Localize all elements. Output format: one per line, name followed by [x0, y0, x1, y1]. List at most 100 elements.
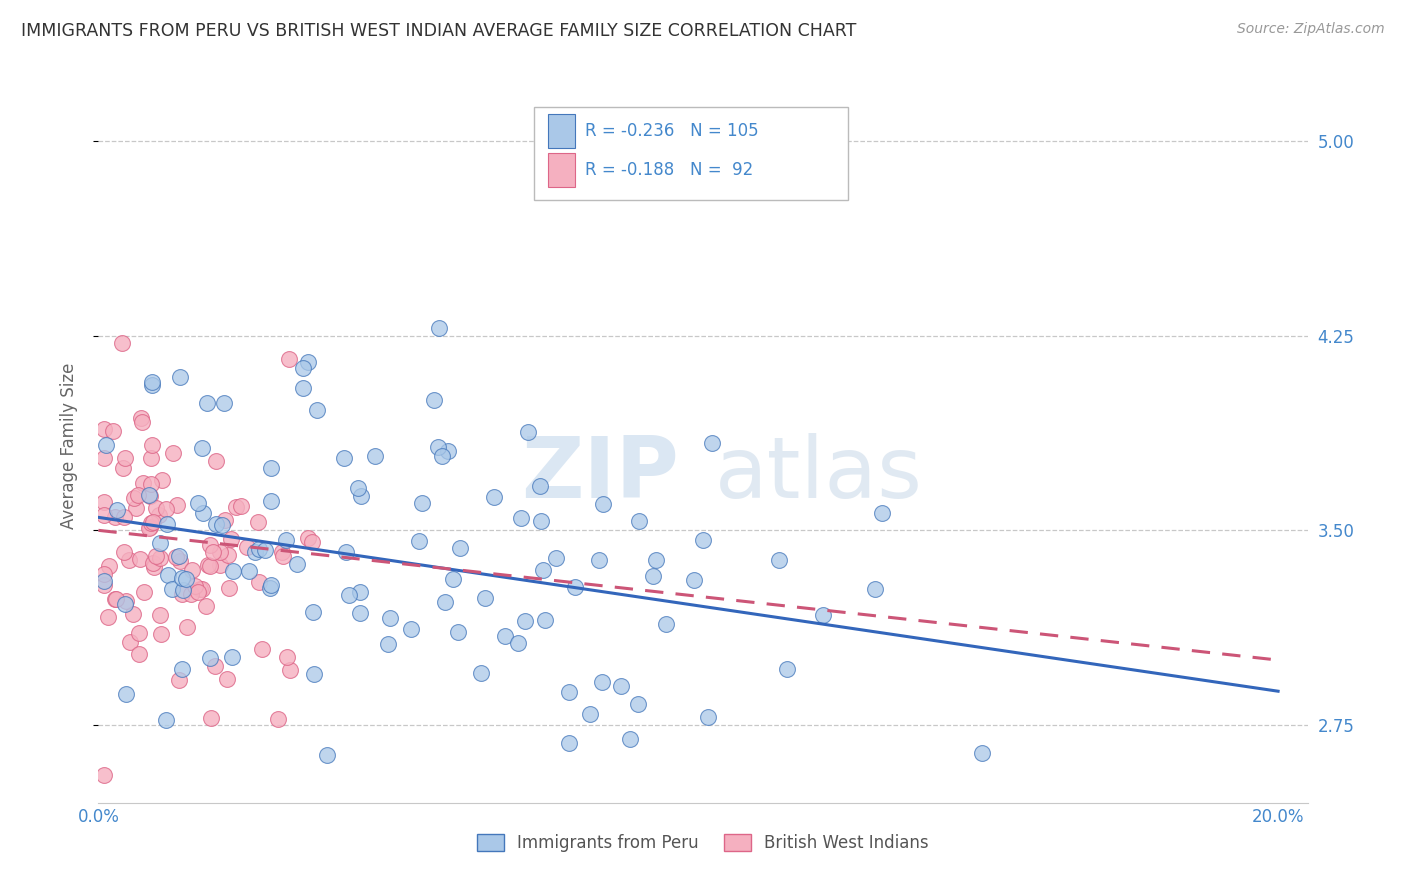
Point [131, 476, 153, 491]
Point [517, 425, 540, 439]
Point [364, 449, 387, 463]
Point [696, 710, 718, 724]
Point [174, 572, 197, 586]
Point [209, 558, 232, 573]
Point [129, 410, 152, 425]
Point [122, 491, 145, 505]
Point [170, 587, 193, 601]
Point [449, 541, 471, 555]
Point [641, 569, 664, 583]
Point [169, 554, 191, 568]
Point [349, 584, 371, 599]
Point [111, 336, 134, 351]
Bar [548, 114, 575, 148]
Point [380, 610, 402, 624]
Point [278, 663, 301, 677]
Point [768, 553, 790, 567]
Point [277, 352, 299, 367]
Point [139, 476, 162, 491]
Point [254, 543, 277, 558]
Point [93, 508, 115, 522]
Point [93, 450, 115, 465]
Point [250, 641, 273, 656]
Point [162, 446, 184, 460]
Point [564, 580, 586, 594]
Point [200, 538, 222, 552]
Point [121, 607, 143, 621]
Point [209, 545, 232, 559]
Point [332, 451, 354, 466]
Point [482, 490, 505, 504]
Point [430, 449, 453, 463]
Point [411, 496, 433, 510]
Point [169, 370, 191, 384]
Point [655, 617, 678, 632]
Point [260, 461, 283, 475]
Point [184, 579, 207, 593]
Point [167, 673, 190, 687]
Point [337, 588, 360, 602]
Point [645, 553, 668, 567]
Point [271, 549, 294, 564]
Point [118, 553, 141, 567]
Point [180, 587, 202, 601]
Point [302, 605, 325, 619]
Point [592, 497, 614, 511]
Point [628, 514, 651, 528]
Point [138, 488, 160, 502]
Point [132, 585, 155, 599]
Point [776, 662, 799, 676]
Point [579, 706, 602, 721]
Point [274, 533, 297, 548]
Point [148, 508, 170, 523]
Point [157, 568, 180, 582]
Text: R = -0.188   N =  92: R = -0.188 N = 92 [585, 161, 752, 178]
Point [515, 614, 537, 628]
Point [247, 574, 270, 589]
Point [218, 581, 240, 595]
Point [128, 625, 150, 640]
Point [139, 516, 162, 530]
Point [229, 499, 252, 513]
Point [236, 540, 259, 554]
Point [128, 552, 150, 566]
Point [534, 613, 557, 627]
Point [138, 521, 160, 535]
Point [141, 375, 163, 389]
Point [105, 503, 128, 517]
Point [346, 481, 368, 495]
Point [350, 489, 373, 503]
Point [219, 533, 242, 547]
Point [103, 424, 125, 438]
Point [437, 443, 460, 458]
Point [94, 437, 117, 451]
Point [558, 736, 581, 750]
Point [211, 517, 233, 532]
Point [399, 622, 422, 636]
Point [172, 582, 194, 597]
Point [335, 545, 357, 559]
Point [112, 509, 135, 524]
Point [155, 501, 177, 516]
Point [700, 436, 723, 450]
Point [191, 582, 214, 596]
Point [112, 545, 135, 559]
Point [470, 665, 492, 680]
Point [200, 711, 222, 725]
Point [128, 647, 150, 661]
Point [139, 451, 162, 466]
Point [259, 578, 281, 592]
Point [181, 563, 204, 577]
Point [247, 515, 270, 529]
Point [530, 514, 553, 528]
Point [238, 564, 260, 578]
Point [169, 549, 191, 563]
Point [114, 450, 136, 465]
Point [155, 713, 177, 727]
Point [225, 500, 247, 515]
Text: ZIP: ZIP [522, 433, 679, 516]
Point [139, 489, 162, 503]
Point [217, 673, 239, 687]
Point [149, 608, 172, 623]
Point [187, 585, 209, 599]
